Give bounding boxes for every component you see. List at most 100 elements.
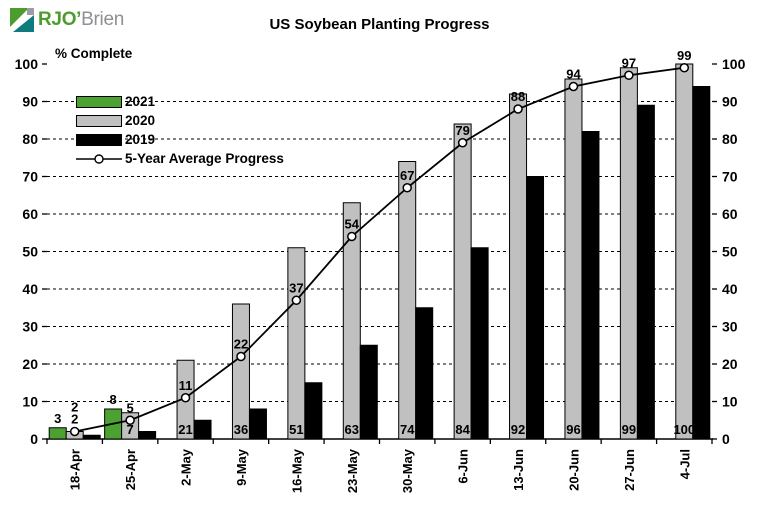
line-marker-2-May: [180, 393, 191, 403]
bar-2020-23-May: [342, 202, 361, 440]
y-tick-label-right-70: 70: [722, 169, 738, 185]
bar-2020-9-May: [231, 303, 250, 440]
y-tick-label-left-30: 30: [22, 319, 38, 335]
bar-label-2020-16-May: 51: [289, 422, 303, 437]
y-tick-label-right-0: 0: [722, 431, 730, 447]
bar-label-2020-27-Jun: 99: [622, 422, 636, 437]
line-label-18-Apr: 2: [71, 412, 78, 427]
x-label-13-Jun: 13-Jun: [511, 449, 526, 491]
bar-2019-6-Jun: [470, 247, 489, 440]
x-label-30-May: 30-May: [400, 448, 415, 493]
bar-label-2021-18-Apr: 3: [54, 411, 61, 426]
y-tick-label-left-100: 100: [15, 56, 39, 72]
bar-2019-16-May: [304, 382, 323, 440]
bar-2020-13-Jun: [509, 93, 528, 440]
line-marker-4-Jul: [679, 63, 690, 73]
bar-label-2020-23-May: 63: [345, 422, 359, 437]
line-label-30-May: 67: [400, 168, 414, 183]
y-tick-label-left-10: 10: [22, 394, 38, 410]
y-tick-label-right-40: 40: [722, 281, 738, 297]
legend-item-2020: 2020: [76, 111, 284, 130]
logo-text: RJO’Brien: [38, 9, 124, 31]
line-marker-27-Jun: [624, 70, 634, 80]
y-tick-label-left-80: 80: [22, 131, 38, 147]
bar-label-2020-25-Apr: 7: [127, 422, 134, 437]
legend-line-marker-icon: [76, 153, 122, 164]
line-5-Year Average Progress: [74, 66, 685, 433]
legend-label-2021: 2021: [125, 94, 156, 109]
line-label-13-Jun: 88: [511, 89, 525, 104]
legend-label-2020: 2020: [125, 113, 156, 128]
rjobrien-logo-icon: [10, 8, 34, 32]
legend-item-2021: 2021: [76, 92, 284, 111]
chart-title: US Soybean Planting Progress: [269, 16, 490, 33]
line-marker-6-Jun: [457, 138, 468, 148]
line-marker-25-Apr: [125, 415, 135, 425]
bar-2019-9-May: [248, 408, 267, 440]
x-label-9-May: 9-May: [234, 448, 249, 486]
legend-swatch-2020: [76, 114, 122, 127]
legend: 2021 2020 2019 5-Year Average Progress: [76, 92, 284, 168]
y-tick-label-right-50: 50: [722, 244, 738, 260]
x-label-18-Apr: 18-Apr: [68, 449, 83, 490]
y-tick-label-right-20: 20: [722, 356, 738, 372]
line-marker-9-May: [236, 351, 246, 362]
line-label-2-May: 11: [179, 378, 193, 393]
bar-2020-20-Jun: [564, 78, 583, 440]
legend-label-5yr-average: 5-Year Average Progress: [125, 151, 284, 166]
bar-2019-23-May: [359, 344, 378, 440]
bar-2019-2-May: [193, 419, 212, 440]
y-tick-label-right-30: 30: [722, 319, 738, 335]
bar-2019-13-Jun: [526, 176, 545, 440]
bar-2019-30-May: [415, 307, 434, 440]
line-marker-30-May: [402, 183, 412, 193]
line-marker-16-May: [291, 295, 302, 305]
line-label-20-Jun: 94: [566, 67, 581, 82]
y-axis-title: % Complete: [55, 46, 133, 61]
logo-text-rjo: RJO’: [38, 9, 82, 30]
bar-2019-27-Jun: [636, 104, 655, 440]
y-tick-label-left-50: 50: [22, 244, 38, 260]
line-marker-13-Jun: [513, 104, 523, 114]
bar-2019-4-Jul: [692, 86, 711, 440]
x-label-2-May: 2-May: [179, 448, 194, 486]
y-tick-label-left-60: 60: [22, 206, 38, 222]
line-label-25-Apr: 5: [127, 400, 134, 415]
y-tick-label-right-60: 60: [722, 206, 738, 222]
bar-label-2020-6-Jun: 84: [455, 422, 470, 437]
line-marker-18-Apr: [69, 426, 80, 437]
bar-label-2020-2-May: 21: [178, 422, 192, 437]
bar-label-2020-30-May: 74: [400, 422, 415, 437]
y-tick-label-left-20: 20: [22, 356, 38, 372]
x-label-6-Jun: 6-Jun: [456, 449, 471, 484]
bar-2019-20-Jun: [581, 131, 600, 440]
y-tick-label-left-40: 40: [22, 281, 38, 297]
bar-2019-25-Apr: [138, 431, 157, 440]
line-label-27-Jun: 97: [622, 55, 636, 70]
x-label-16-May: 16-May: [289, 448, 304, 493]
bar-2020-6-Jun: [453, 123, 472, 440]
x-label-23-May: 23-May: [345, 448, 360, 493]
line-marker-20-Jun: [568, 81, 579, 92]
y-tick-label-right-10: 10: [722, 394, 738, 410]
x-label-4-Jul: 4-Jul: [677, 449, 692, 479]
y-tick-label-left-0: 0: [30, 431, 38, 447]
y-tick-label-right-90: 90: [722, 94, 738, 110]
bar-label-2020-4-Jul: 100: [673, 422, 695, 437]
line-label-9-May: 22: [234, 337, 248, 352]
y-tick-label-right-80: 80: [722, 131, 738, 147]
y-tick-label-right-100: 100: [722, 56, 746, 72]
x-label-27-Jun: 27-Jun: [622, 449, 637, 491]
legend-item-2019: 2019: [76, 130, 284, 149]
bar-2020-30-May: [398, 161, 417, 440]
line-label-16-May: 37: [289, 280, 303, 295]
bar-label-2020-13-Jun: 92: [511, 422, 525, 437]
legend-label-2019: 2019: [125, 132, 156, 147]
legend-item-5yr-average: 5-Year Average Progress: [76, 149, 284, 168]
y-tick-label-left-90: 90: [22, 94, 38, 110]
y-tick-label-left-70: 70: [22, 169, 38, 185]
bar-label-2020-18-Apr: 2: [71, 400, 78, 415]
bar-label-2020-9-May: 36: [234, 422, 248, 437]
bar-label-2021-25-Apr: 8: [110, 392, 117, 407]
